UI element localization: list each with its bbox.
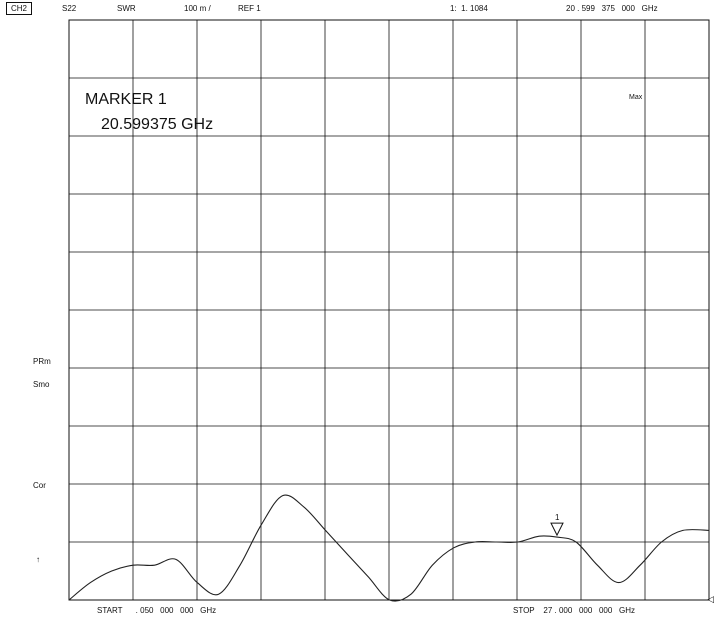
up-arrow-icon: ↑ bbox=[36, 555, 40, 564]
scale-label: 100 m / bbox=[184, 4, 211, 13]
grid bbox=[68, 19, 710, 601]
trace-line bbox=[68, 494, 710, 602]
stop-frequency: STOP 27 . 000 000 000 GHz bbox=[513, 606, 635, 615]
marker-frequency-readout: 20 . 599 375 000 GHz bbox=[566, 4, 658, 13]
marker-box-frequency: 20.599375 GHz bbox=[101, 116, 213, 133]
trace-layer bbox=[68, 494, 710, 602]
side-label-smo: Smo bbox=[33, 380, 50, 389]
ref-label: REF 1 bbox=[238, 4, 261, 13]
ref-arrow-icon: ◁ bbox=[707, 595, 714, 605]
marker-value-readout: 1: 1. 1084 bbox=[450, 4, 488, 13]
param-label: S22 bbox=[62, 4, 77, 13]
format-label: SWR bbox=[117, 4, 136, 13]
marker-triangle-icon bbox=[550, 522, 564, 537]
marker-box-title: MARKER 1 bbox=[85, 91, 167, 108]
marker-number-label: 1 bbox=[555, 513, 560, 522]
side-label-cor: Cor bbox=[33, 481, 46, 490]
marker-layer: 1 bbox=[550, 513, 564, 537]
max-label: Max bbox=[629, 94, 643, 101]
channel-badge[interactable]: CH2 bbox=[6, 2, 33, 15]
side-label-prm: PRm bbox=[33, 357, 51, 366]
start-frequency: START . 050 000 000 GHz bbox=[97, 606, 217, 615]
